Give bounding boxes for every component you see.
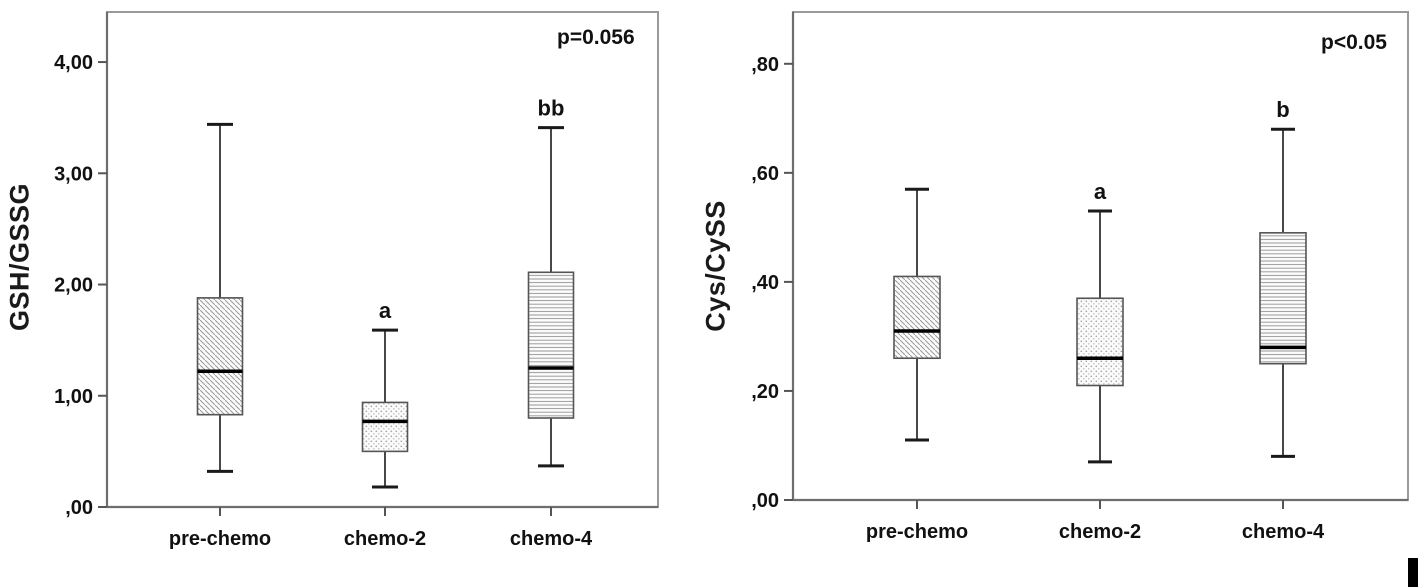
y-axis-title-gsh-gssg: GSH/GSSG <box>4 182 35 332</box>
iqr-box-pre-chemo <box>893 275 941 360</box>
iqr-box-chemo-4 <box>527 271 575 419</box>
figure-panel-label-partial <box>1408 558 1418 587</box>
significance-annotation: b <box>1276 97 1289 122</box>
p-value-label-right: p<0.05 <box>1321 31 1387 54</box>
x-category-label: pre-chemo <box>169 528 271 550</box>
significance-annotation: a <box>1094 179 1107 204</box>
x-category-label: pre-chemo <box>866 521 968 543</box>
x-category-label: chemo-2 <box>344 528 426 550</box>
significance-annotation: bb <box>538 96 565 121</box>
y-tick-label: ,80 <box>751 54 779 76</box>
y-tick-label: 4,00 <box>54 52 93 74</box>
y-axis-title-cys-cyss: Cys/CySS <box>700 200 731 332</box>
iqr-box-pre-chemo <box>196 297 244 416</box>
x-category-label: chemo-2 <box>1059 521 1141 543</box>
iqr-box-chemo-2 <box>1076 297 1124 387</box>
significance-annotation: a <box>379 298 392 323</box>
x-category-label: chemo-4 <box>510 528 593 550</box>
y-tick-label: 3,00 <box>54 163 93 185</box>
x-category-label: chemo-4 <box>1242 521 1325 543</box>
y-tick-label: 1,00 <box>54 386 93 408</box>
y-tick-label: ,40 <box>751 272 779 294</box>
p-value-label-left: p=0.056 <box>557 26 635 49</box>
y-tick-label: ,20 <box>751 381 779 403</box>
y-tick-label: ,60 <box>751 163 779 185</box>
panel-cys-cyss: ,00 ,20 ,40 ,60 ,80 pre-chemo chemo-2 a chemo-4 b <box>751 11 1409 543</box>
iqr-box-chemo-2 <box>361 401 409 453</box>
panel-gsh-gssg: ,00 1,00 2,00 3,00 4,00 pre-chemo chemo-2 a chem… <box>54 11 659 550</box>
y-tick-label: ,00 <box>65 497 93 519</box>
y-tick-label: ,00 <box>751 490 779 512</box>
iqr-box-chemo-4 <box>1259 232 1307 365</box>
y-tick-label: 2,00 <box>54 275 93 297</box>
